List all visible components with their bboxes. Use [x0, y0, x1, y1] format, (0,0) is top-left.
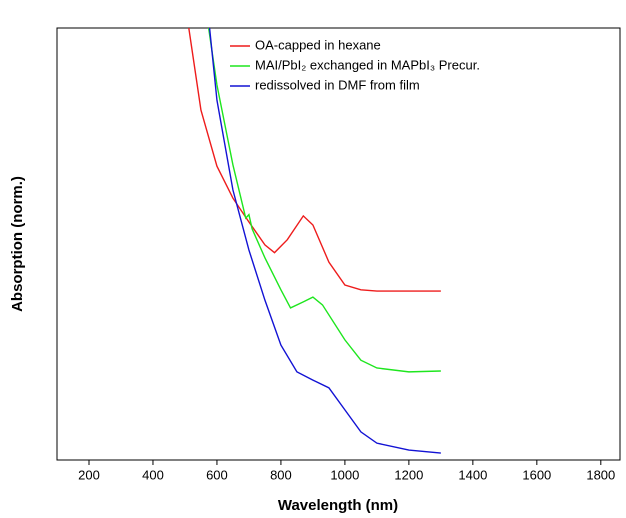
x-tick-label: 1400 — [458, 467, 487, 482]
x-tick-label: 1800 — [586, 467, 615, 482]
plot-area — [188, 28, 441, 454]
x-tick-label: 200 — [78, 467, 100, 482]
y-axis-title: Absorption (norm.) — [9, 176, 26, 312]
x-tick-label: 1200 — [394, 467, 423, 482]
series-line — [207, 28, 441, 373]
x-tick-label: 800 — [270, 467, 292, 482]
series-line — [208, 28, 441, 454]
x-tick-label: 600 — [206, 467, 228, 482]
x-tick-label: 1600 — [522, 467, 551, 482]
series-line — [188, 28, 441, 292]
legend-label: MAI/PbI₂ exchanged in MAPbI₃ Precur. — [255, 57, 480, 72]
x-axis-title: Wavelength (nm) — [278, 497, 398, 514]
plot-frame — [56, 27, 621, 461]
legend-label: OA-capped in hexane — [255, 37, 381, 52]
x-tick-label: 1000 — [330, 467, 359, 482]
legend-label: redissolved in DMF from film — [255, 77, 420, 92]
x-tick-label: 400 — [142, 467, 164, 482]
